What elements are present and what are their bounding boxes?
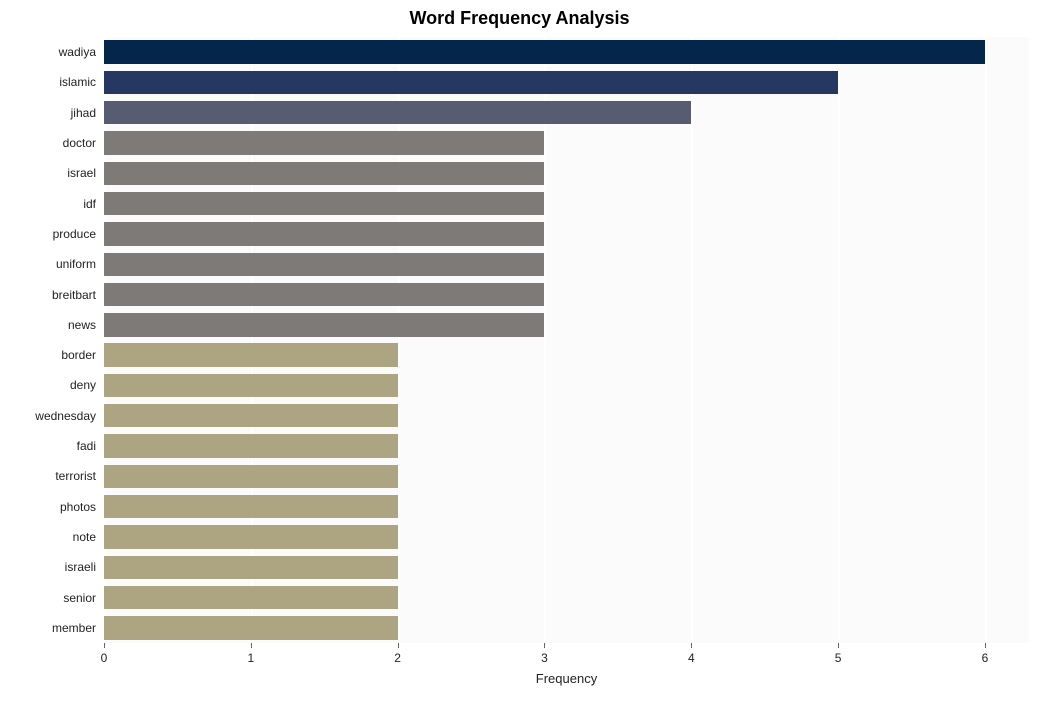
y-tick-label: breitbart — [52, 288, 96, 302]
bar-row — [104, 71, 1029, 94]
gridline — [544, 37, 546, 643]
x-tick-label: 6 — [982, 651, 989, 665]
bar — [104, 162, 544, 185]
x-tick-mark — [691, 643, 692, 648]
bar-row — [104, 253, 1029, 276]
bar — [104, 586, 398, 609]
bar-row — [104, 616, 1029, 639]
x-tick-mark — [985, 643, 986, 648]
gridline — [838, 37, 840, 643]
gridline — [104, 37, 106, 643]
gridline — [691, 37, 693, 643]
x-tick-label: 0 — [101, 651, 108, 665]
x-tick-mark — [544, 643, 545, 648]
y-tick-label: member — [52, 621, 96, 635]
x-tick-mark — [104, 643, 105, 648]
bar-row — [104, 404, 1029, 427]
x-tick-label: 2 — [394, 651, 401, 665]
bar-row — [104, 556, 1029, 579]
y-tick-label: idf — [83, 197, 96, 211]
bar-row — [104, 343, 1029, 366]
bar — [104, 495, 398, 518]
x-tick-label: 5 — [835, 651, 842, 665]
bar-row — [104, 192, 1029, 215]
bar-row — [104, 40, 1029, 63]
y-tick-label: terrorist — [55, 469, 96, 483]
bar-row — [104, 101, 1029, 124]
bar — [104, 404, 398, 427]
gridline — [398, 37, 400, 643]
bar — [104, 40, 985, 63]
word-frequency-chart: Word Frequency Analysis wadiya islamic jih… — [0, 0, 1039, 701]
x-axis-label: Frequency — [104, 671, 1029, 686]
bar-row — [104, 162, 1029, 185]
y-tick-label: note — [73, 530, 96, 544]
x-tick-mark — [398, 643, 399, 648]
bar — [104, 616, 398, 639]
bar — [104, 465, 398, 488]
bar — [104, 525, 398, 548]
plot-area — [104, 37, 1029, 643]
x-tick-label: 4 — [688, 651, 695, 665]
x-tick-mark — [251, 643, 252, 648]
bar-row — [104, 131, 1029, 154]
gridline — [985, 37, 987, 643]
y-tick-label: produce — [53, 227, 96, 241]
y-tick-label: islamic — [59, 75, 96, 89]
bar-row — [104, 495, 1029, 518]
y-tick-label: israel — [67, 166, 96, 180]
y-tick-label: israeli — [65, 560, 96, 574]
bar — [104, 374, 398, 397]
bar — [104, 313, 544, 336]
bar — [104, 434, 398, 457]
chart-title: Word Frequency Analysis — [0, 8, 1039, 29]
bar-row — [104, 586, 1029, 609]
bar-row — [104, 525, 1029, 548]
bar — [104, 101, 691, 124]
y-tick-label: doctor — [63, 136, 96, 150]
bar-row — [104, 222, 1029, 245]
y-tick-label: border — [61, 348, 96, 362]
bar-row — [104, 374, 1029, 397]
gridline — [251, 37, 253, 643]
y-tick-label: uniform — [56, 257, 96, 271]
y-tick-label: senior — [63, 591, 96, 605]
y-tick-label: photos — [60, 500, 96, 514]
y-tick-label: news — [68, 318, 96, 332]
bar — [104, 556, 398, 579]
x-tick-label: 3 — [541, 651, 548, 665]
bar — [104, 222, 544, 245]
bar — [104, 71, 838, 94]
bar-row — [104, 434, 1029, 457]
bar-row — [104, 283, 1029, 306]
y-tick-label: deny — [70, 378, 96, 392]
bar-row — [104, 313, 1029, 336]
y-tick-label: fadi — [77, 439, 96, 453]
y-tick-label: wednesday — [35, 409, 96, 423]
bar — [104, 343, 398, 366]
y-tick-label: jihad — [71, 106, 96, 120]
bar — [104, 283, 544, 306]
x-tick-mark — [838, 643, 839, 648]
x-tick-label: 1 — [247, 651, 254, 665]
bar-row — [104, 465, 1029, 488]
y-tick-label: wadiya — [59, 45, 96, 59]
bar — [104, 253, 544, 276]
bar — [104, 192, 544, 215]
bar — [104, 131, 544, 154]
